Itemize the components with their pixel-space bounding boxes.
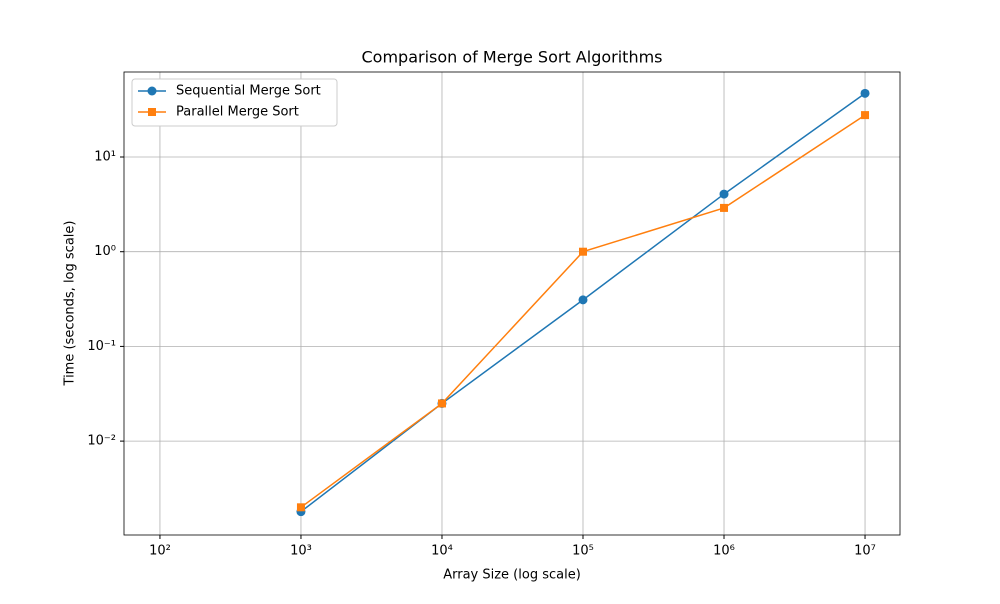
x-tick-label: 10⁵ — [572, 544, 594, 559]
legend-label: Sequential Merge Sort — [176, 84, 321, 99]
legend-label: Parallel Merge Sort — [176, 105, 299, 120]
marker — [861, 111, 870, 120]
legend-marker — [147, 86, 157, 96]
marker — [719, 189, 729, 199]
legend-marker — [148, 108, 156, 116]
x-tick-label: 10⁷ — [854, 544, 876, 559]
marker — [437, 399, 446, 408]
y-tick-label: 10⁻¹ — [87, 339, 116, 354]
x-tick-label: 10³ — [290, 544, 312, 559]
marker — [296, 503, 305, 512]
marker — [720, 203, 729, 212]
y-tick-label: 10⁰ — [94, 244, 116, 259]
plot-frame — [123, 71, 901, 536]
y-tick-label: 10¹ — [94, 150, 116, 165]
y-tick-label: 10⁻² — [87, 434, 116, 449]
marker — [860, 88, 870, 98]
y-axis-label: Time (seconds, log scale) — [63, 221, 78, 387]
x-tick-label: 10² — [149, 544, 171, 559]
x-tick-label: 10⁶ — [713, 544, 735, 559]
marker — [578, 247, 587, 256]
chart-title: Comparison of Merge Sort Algorithms — [362, 48, 663, 67]
x-tick-label: 10⁴ — [431, 544, 453, 559]
marker — [578, 295, 588, 305]
x-axis-label: Array Size (log scale) — [443, 568, 581, 583]
legend-box — [131, 78, 338, 127]
